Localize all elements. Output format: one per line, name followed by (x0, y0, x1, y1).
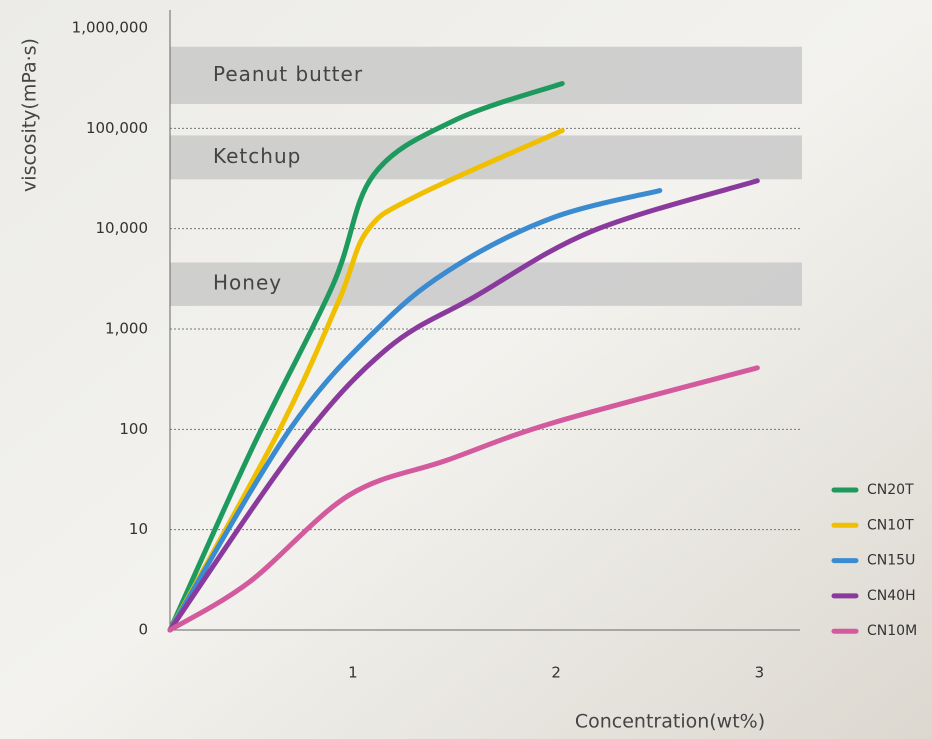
chart: viscosity(mPa·s) Concentration(wt%) Pean… (0, 0, 932, 739)
legend-label: CN10M (867, 623, 917, 639)
y-tick-label: 0 (138, 621, 148, 639)
x-axis-title: Concentration(wt%) (575, 711, 765, 733)
legend-label: CN20T (867, 482, 914, 498)
y-tick-label: 100 (119, 420, 148, 438)
y-tick-label: 10,000 (96, 219, 149, 237)
x-tick-label: 3 (755, 664, 765, 682)
legend-label: CN15U (867, 553, 915, 569)
x-tick-label: 2 (551, 664, 561, 682)
y-tick-label: 1,000,000 (72, 19, 148, 37)
y-axis-title: viscosity(mPa·s) (19, 38, 41, 192)
legend-label: CN40H (867, 588, 916, 604)
band-label: Peanut butter (213, 62, 363, 86)
y-tick-label: 100,000 (86, 119, 148, 137)
band-label: Ketchup (213, 144, 301, 168)
x-tick-label: 1 (348, 664, 358, 682)
band-label: Honey (213, 271, 282, 295)
legend-label: CN10T (867, 517, 914, 533)
y-tick-label: 1,000 (105, 320, 148, 338)
y-tick-label: 10 (129, 520, 148, 538)
